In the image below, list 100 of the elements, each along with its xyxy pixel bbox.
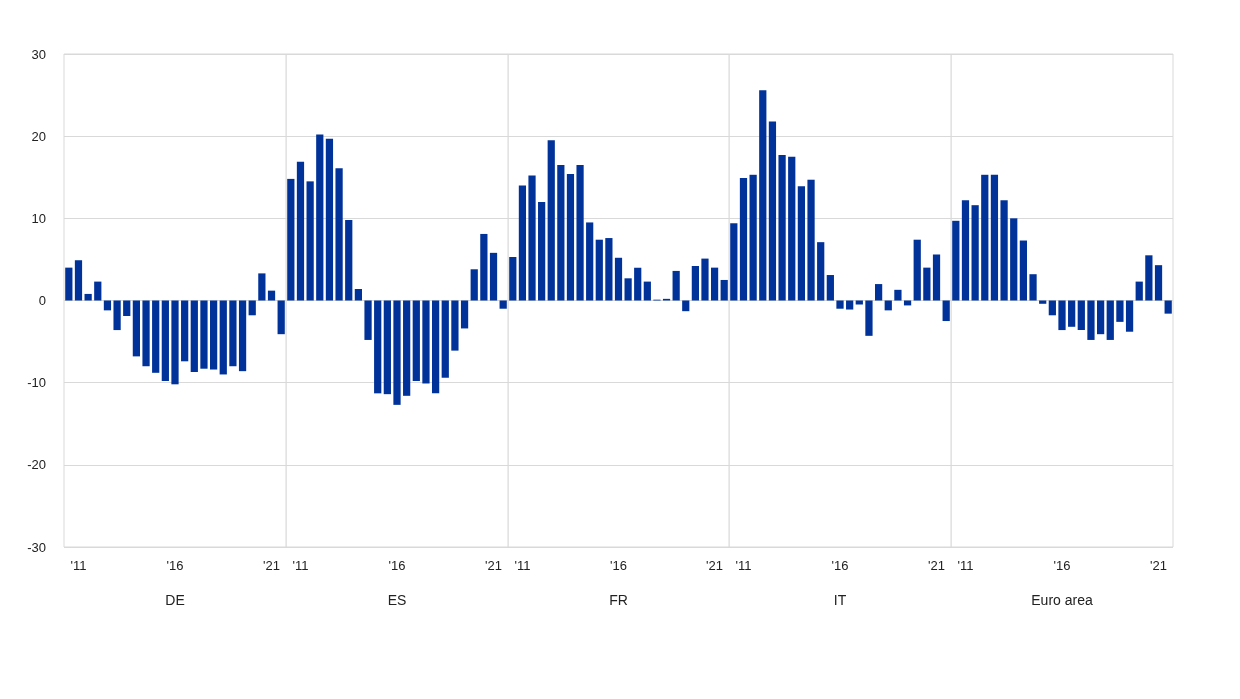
y-tick-label: -20	[27, 457, 46, 473]
bar	[354, 289, 363, 301]
bar	[451, 300, 459, 351]
bar	[287, 178, 295, 301]
x-axis-title: DE	[165, 592, 185, 608]
bar	[528, 175, 536, 301]
bar	[267, 290, 276, 301]
bar	[1125, 300, 1134, 332]
x-axis-title: Euro area	[1031, 592, 1093, 608]
bar	[952, 220, 960, 301]
x-tick-label: '16	[388, 558, 406, 573]
bar	[403, 300, 411, 396]
bar	[643, 281, 651, 301]
bar	[547, 140, 555, 301]
bar	[894, 289, 902, 301]
bar	[1145, 255, 1153, 301]
bar	[277, 300, 285, 335]
bar	[181, 300, 189, 362]
bar	[797, 186, 806, 301]
bar	[807, 179, 815, 301]
bar	[1077, 300, 1085, 331]
bar	[509, 256, 517, 301]
x-tick-label: '16	[831, 558, 849, 573]
bar	[123, 300, 131, 317]
bar	[923, 267, 931, 301]
bar	[171, 300, 179, 385]
bar	[981, 174, 989, 301]
x-axis-title: IT	[833, 592, 847, 608]
x-tick-label: '21	[1150, 558, 1167, 573]
bar	[710, 267, 719, 301]
bar	[258, 273, 266, 301]
x-tick-label: '21	[928, 558, 945, 573]
bar	[152, 300, 160, 373]
bar	[586, 222, 594, 301]
bar	[1087, 300, 1095, 340]
x-tick-label: '16	[166, 558, 184, 573]
bar	[1048, 300, 1056, 316]
bar	[94, 281, 102, 301]
bar	[682, 300, 690, 312]
bar	[296, 161, 305, 301]
bar	[846, 300, 854, 310]
bar	[1135, 281, 1143, 301]
x-axis-title: ES	[387, 592, 407, 608]
bar	[1029, 274, 1037, 301]
y-tick-label: 0	[38, 293, 46, 308]
bar	[817, 242, 825, 301]
y-tick-label: 30	[31, 46, 46, 62]
bar	[1164, 300, 1172, 314]
bar	[393, 300, 401, 405]
bar	[778, 155, 786, 301]
bar	[1116, 300, 1124, 322]
bar	[441, 300, 449, 378]
bar	[990, 174, 999, 301]
bar	[826, 275, 834, 301]
y-tick-label: 10	[31, 210, 46, 226]
bar	[238, 300, 247, 372]
bar	[739, 178, 748, 301]
bar	[1058, 300, 1066, 331]
bar	[335, 168, 343, 301]
x-tick-label: '11	[735, 558, 752, 573]
x-tick-label: '11	[514, 558, 531, 573]
bar	[1106, 300, 1114, 340]
bar	[209, 300, 218, 370]
bar	[566, 173, 575, 301]
y-tick-label: 20	[31, 128, 46, 144]
y-tick-label: -10	[27, 375, 46, 391]
bar	[325, 138, 334, 301]
bar	[345, 219, 353, 301]
bar	[200, 300, 208, 369]
bar	[518, 185, 527, 301]
x-tick-label: '21	[485, 558, 502, 573]
bar	[749, 174, 757, 301]
bar	[961, 200, 970, 301]
bar	[691, 265, 699, 301]
bar	[422, 300, 430, 384]
x-tick-label: '16	[610, 558, 627, 573]
bar	[374, 300, 382, 394]
bar	[383, 300, 391, 395]
bar	[971, 205, 979, 301]
bar	[219, 300, 227, 375]
bar	[576, 164, 584, 301]
bar	[1096, 300, 1105, 335]
bar	[538, 201, 546, 301]
bar	[605, 238, 613, 301]
bar	[855, 300, 863, 305]
bar	[499, 300, 507, 309]
y-tick-label: -30	[27, 539, 46, 555]
bar	[1068, 300, 1076, 327]
bar	[595, 239, 603, 301]
bar	[759, 90, 767, 301]
bar	[364, 300, 372, 340]
bar	[412, 300, 420, 382]
bar	[768, 121, 777, 301]
bar	[1010, 218, 1018, 301]
bar	[161, 300, 169, 382]
x-axis-title: FR	[609, 592, 628, 608]
bar	[942, 300, 950, 322]
x-tick-label: '11	[292, 558, 309, 573]
bar	[730, 223, 738, 301]
x-tick-label: '11	[957, 558, 974, 573]
